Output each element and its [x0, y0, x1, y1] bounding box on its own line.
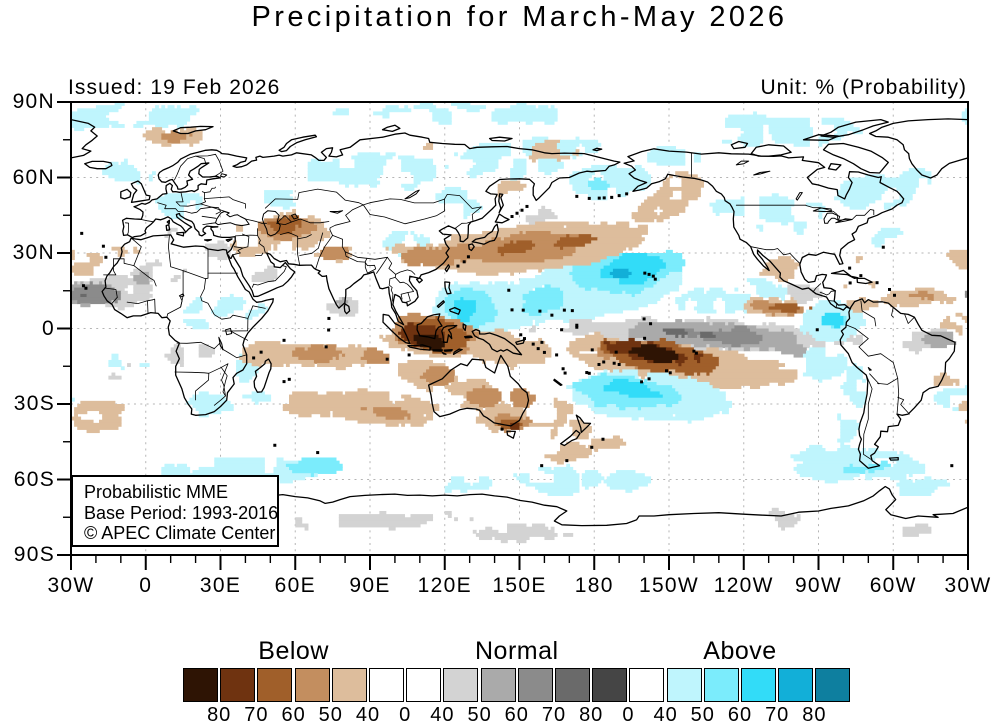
- legend-box-11: [592, 668, 628, 702]
- legend-boundary-label-6: 40: [430, 704, 455, 725]
- lat-tick-label-30N: 30N: [12, 241, 55, 264]
- legend-boundary-label-10: 80: [579, 704, 604, 725]
- lat-tick-label-30S: 30S: [13, 392, 55, 415]
- legend-box-3: [294, 668, 330, 702]
- legend-box-12: [629, 668, 665, 702]
- legend-boundary-label-16: 80: [802, 704, 827, 725]
- lat-tick-label-90S: 90S: [13, 543, 55, 566]
- legend-boundary-label-13: 50: [690, 704, 715, 725]
- lon-tick-label-2-30E: 30E: [199, 574, 242, 597]
- legend-boundary-label-7: 50: [467, 704, 492, 725]
- legend-group-label-normal: Normal: [475, 637, 559, 665]
- legend-box-4: [331, 668, 367, 702]
- lon-tick-label-7-180: 180: [574, 574, 614, 597]
- legend-box-5: [369, 668, 404, 702]
- legend-boundary-label-4: 40: [355, 704, 381, 725]
- unit-label: Unit: % (Probability): [760, 76, 967, 99]
- info-box-line1: Probabilistic MME: [84, 482, 229, 502]
- lat-tick-label-0: 0: [42, 316, 55, 340]
- legend-boundary-label-0: 80: [207, 704, 232, 725]
- lon-tick-label-4-90E: 90E: [349, 574, 391, 597]
- info-box-line2: Base Period: 1993-2016: [84, 502, 279, 523]
- legend-boundary-label-5: 0: [399, 704, 412, 725]
- legend-box-6: [406, 668, 442, 702]
- legend-box-16: [778, 668, 814, 702]
- lon-tick-label-6-150E: 150E: [492, 574, 547, 597]
- legend-box-17: [815, 668, 851, 702]
- legend-boundary-label-1: 70: [244, 704, 269, 725]
- legend-box-7: [443, 668, 479, 702]
- lon-tick-label-8-150W: 150W: [638, 574, 700, 597]
- legend-box-9: [517, 668, 553, 702]
- info-box-line3: © APEC Climate Center: [84, 523, 276, 543]
- lon-tick-label-0-30W: 30W: [47, 574, 95, 597]
- legend-boundary-label-3: 50: [318, 704, 343, 725]
- legend-box-15: [741, 668, 776, 702]
- legend-box-13: [666, 668, 702, 702]
- legend-boundary-label-2: 60: [281, 704, 306, 725]
- legend-box-14: [703, 668, 739, 702]
- legend-boundary-label-15: 70: [765, 704, 790, 725]
- legend-group-label-below: Below: [258, 637, 329, 665]
- lat-tick-label-90N: 90N: [12, 90, 55, 113]
- lat-tick-label-60S: 60S: [13, 467, 55, 491]
- legend-boundary-label-14: 60: [727, 704, 753, 725]
- lon-tick-label-1-0: 0: [139, 574, 153, 597]
- legend-boundary-label-8: 60: [504, 704, 529, 725]
- lon-tick-label-3-60E: 60E: [274, 574, 316, 597]
- legend-boundary-label-11: 0: [622, 704, 635, 725]
- legend-group-label-above: Above: [703, 637, 777, 665]
- lon-tick-label-11-60W: 60W: [869, 574, 917, 597]
- lon-tick-label-5-120E: 120E: [417, 574, 472, 597]
- legend-box-2: [257, 668, 293, 702]
- info-box: Probabilistic MME Base Period: 1993-2016…: [71, 475, 279, 547]
- legend-box-8: [480, 668, 516, 702]
- lon-tick-label-10-90W: 90W: [794, 574, 843, 597]
- page-title: Precipitation for March-May 2026: [251, 1, 788, 33]
- legend-box-0: [183, 668, 218, 702]
- lat-tick-label-60N: 60N: [12, 165, 55, 189]
- issued-date-label: Issued: 19 Feb 2026: [68, 76, 281, 99]
- lon-tick-label-9-120W: 120W: [713, 574, 774, 597]
- legend-boundary-label-9: 70: [541, 704, 567, 725]
- legend-box-1: [220, 668, 256, 702]
- legend-box-10: [555, 668, 590, 702]
- lon-tick-label-12-30W: 30W: [944, 574, 991, 597]
- legend-boundary-label-12: 40: [653, 704, 678, 725]
